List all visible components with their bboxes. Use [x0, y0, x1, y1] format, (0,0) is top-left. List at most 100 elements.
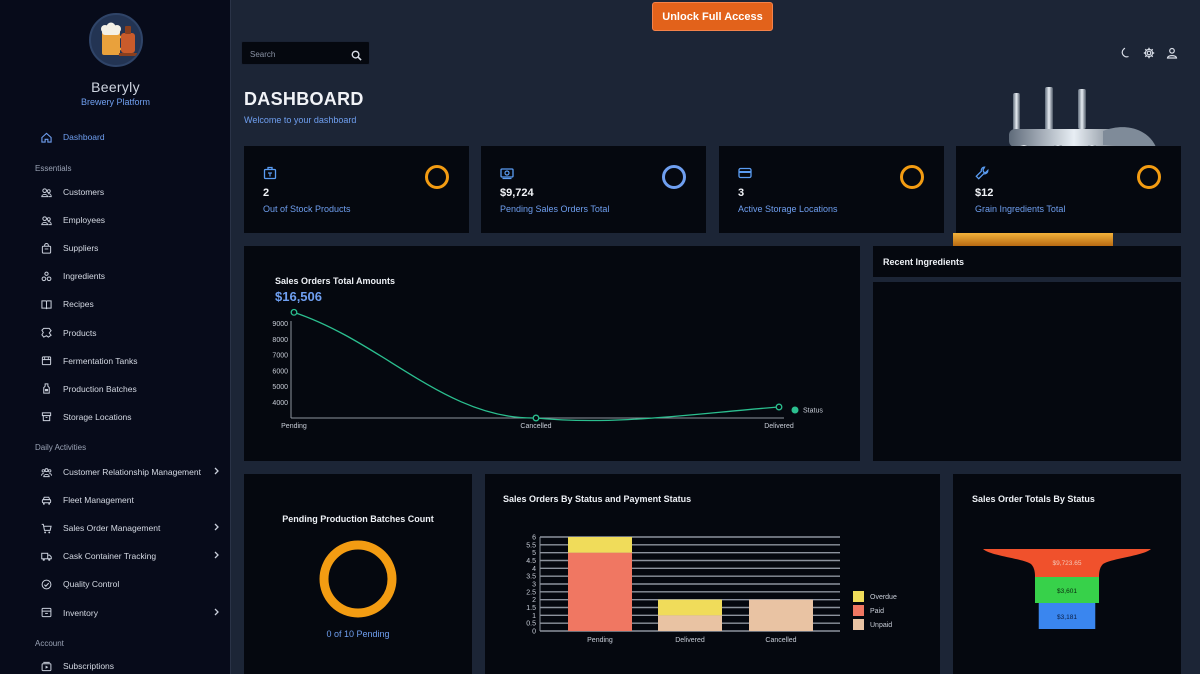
sales-orders-total-panel: Sales Orders Total Amounts $16,506 4000 5… [244, 246, 860, 461]
page-title: DASHBOARD [244, 89, 364, 109]
sidebar-item-label: Fleet Management [63, 495, 134, 506]
bar-segment-unpaid [749, 599, 813, 631]
section-account: Account [35, 639, 64, 648]
unlock-full-access-button[interactable]: Unlock Full Access [652, 2, 773, 31]
y-tick-label: 0.5 [526, 621, 536, 628]
box-icon [263, 166, 277, 180]
chevron-right-icon[interactable] [213, 551, 220, 561]
y-tick-label: 1 [532, 613, 536, 620]
pending-batches-caption: 0 of 10 Pending [326, 629, 390, 639]
stat-progress-ring [1137, 165, 1161, 189]
y-tick-label: 2.5 [526, 589, 536, 596]
y-tick-label: 3.5 [526, 574, 536, 581]
sidebar-item-production-batches[interactable]: Production Batches [0, 379, 230, 399]
stat-card[interactable]: 2 Out of Stock Products [244, 146, 469, 233]
sidebar-item-suppliers[interactable]: Suppliers [0, 238, 230, 258]
funnel-stage [983, 549, 1151, 577]
funnel-stage [1038, 603, 1096, 629]
sidebar-item-label: Customer Relationship Management [63, 467, 201, 477]
sidebar-item-dashboard[interactable]: Dashboard [0, 127, 230, 147]
recent-ingredients-header: Recent Ingredients [873, 246, 1181, 277]
stat-value: $12 [975, 187, 994, 199]
data-point [775, 403, 783, 411]
handshake-icon [40, 466, 52, 478]
sidebar-item-label: Customers [63, 187, 105, 197]
flask-icon [40, 270, 52, 282]
y-tick-label: 5.5 [526, 542, 536, 549]
legend-label: Unpaid [870, 622, 892, 629]
y-tick-label: 4 [532, 566, 536, 573]
sidebar-item-label: Inventory [63, 607, 98, 618]
sidebar-item-recipes[interactable]: Recipes [0, 294, 230, 314]
sales-order-funnel-chart: $9,723.65 $3,601 $3,181 [983, 549, 1151, 629]
y-tick-label: 1.5 [526, 605, 536, 612]
sidebar-item-fleet-management[interactable]: Fleet Management [0, 490, 230, 510]
pending-production-batches-panel: Pending Production Batches Count 0 of 10… [244, 474, 472, 674]
bar-segment-paid [568, 552, 632, 631]
chevron-right-icon[interactable] [213, 608, 220, 618]
x-tick-label: Delivered [764, 423, 794, 430]
stat-progress-ring [662, 165, 686, 189]
sidebar-item-customers[interactable]: Customers [0, 182, 230, 202]
card-icon [738, 166, 752, 180]
sidebar-item-ingredients[interactable]: Ingredients [0, 266, 230, 286]
sidebar-item-label: Quality Control [63, 579, 120, 590]
sidebar-item-fermentation-tanks[interactable]: Fermentation Tanks [0, 351, 230, 371]
funnel-stage [1035, 577, 1099, 603]
sidebar-item-storage-locations[interactable]: Storage Locations [0, 407, 230, 427]
section-daily-activities: Daily Activities [35, 443, 87, 452]
sales-order-totals-panel: Sales Order Totals By Status $9,723.65 $3… [953, 474, 1181, 674]
sidebar-item-customer-relationship-management[interactable]: Customer Relationship Management [0, 462, 230, 482]
x-tick-label: Pending [587, 637, 613, 644]
legend-marker [791, 406, 799, 414]
y-tick-label: 0 [532, 629, 536, 636]
stat-card[interactable]: 3 Active Storage Locations [719, 146, 944, 233]
settings-gear-icon[interactable] [1143, 46, 1155, 59]
legend-swatch [853, 619, 864, 630]
money-icon [500, 166, 514, 180]
brand-name: Beeryly [91, 79, 140, 95]
funnel-stage-label: $3,601 [1057, 588, 1077, 595]
stat-value: 3 [738, 187, 745, 199]
sidebar-item-label: Subscriptions [63, 661, 115, 671]
legend-swatch [853, 605, 864, 616]
sidebar-item-label: Employees [63, 215, 106, 226]
user-profile-icon[interactable] [1166, 46, 1178, 59]
bag-icon [40, 242, 52, 254]
recent-ingredients-list [873, 282, 1181, 461]
sidebar: Beeryly Brewery Platform Dashboard Essen… [0, 0, 231, 674]
stat-progress-ring [425, 165, 449, 189]
sidebar-item-subscriptions[interactable]: Subscriptions [0, 656, 230, 674]
funnel-chart-title: Sales Order Totals By Status [972, 494, 1095, 504]
y-tick-label: 7000 [272, 353, 288, 360]
stat-label: Pending Sales Orders Total [500, 204, 610, 214]
sidebar-item-quality-control[interactable]: Quality Control [0, 574, 230, 594]
x-tick-label: Cancelled [520, 423, 551, 430]
sidebar-item-cask-container-tracking[interactable]: Cask Container Tracking [0, 546, 230, 566]
recent-ingredients-title: Recent Ingredients [883, 257, 965, 267]
search-input[interactable] [250, 47, 345, 61]
sidebar-item-sales-order-management[interactable]: Sales Order Management [0, 518, 230, 538]
chevron-right-icon[interactable] [213, 467, 220, 477]
sidebar-item-label: Ingredients [63, 271, 106, 282]
funnel-stage-label: $9,723.65 [1053, 560, 1082, 567]
sidebar-item-products[interactable]: Products [0, 323, 230, 343]
stat-card[interactable]: $9,724 Pending Sales Orders Total [481, 146, 706, 233]
sidebar-item-employees[interactable]: Employees [0, 210, 230, 230]
stat-label: Active Storage Locations [738, 204, 838, 214]
dark-mode-icon[interactable] [1120, 46, 1132, 58]
y-tick-label: 5000 [272, 384, 288, 391]
home-icon [40, 131, 52, 143]
bar-segment-overdue [658, 599, 722, 616]
sidebar-item-label: Fermentation Tanks [63, 355, 138, 366]
stat-progress-ring [900, 165, 924, 189]
users-icon [40, 186, 52, 198]
chevron-right-icon[interactable] [213, 523, 220, 533]
sidebar-item-label: Suppliers [63, 243, 99, 254]
stat-card[interactable]: $12 Grain Ingredients Total [956, 146, 1181, 233]
sidebar-item-inventory[interactable]: Inventory [0, 603, 230, 623]
search-box [241, 41, 370, 65]
sidebar-item-label: Sales Order Management [63, 523, 161, 534]
search-icon[interactable] [351, 48, 362, 61]
sidebar-item-label: Storage Locations [63, 411, 132, 422]
